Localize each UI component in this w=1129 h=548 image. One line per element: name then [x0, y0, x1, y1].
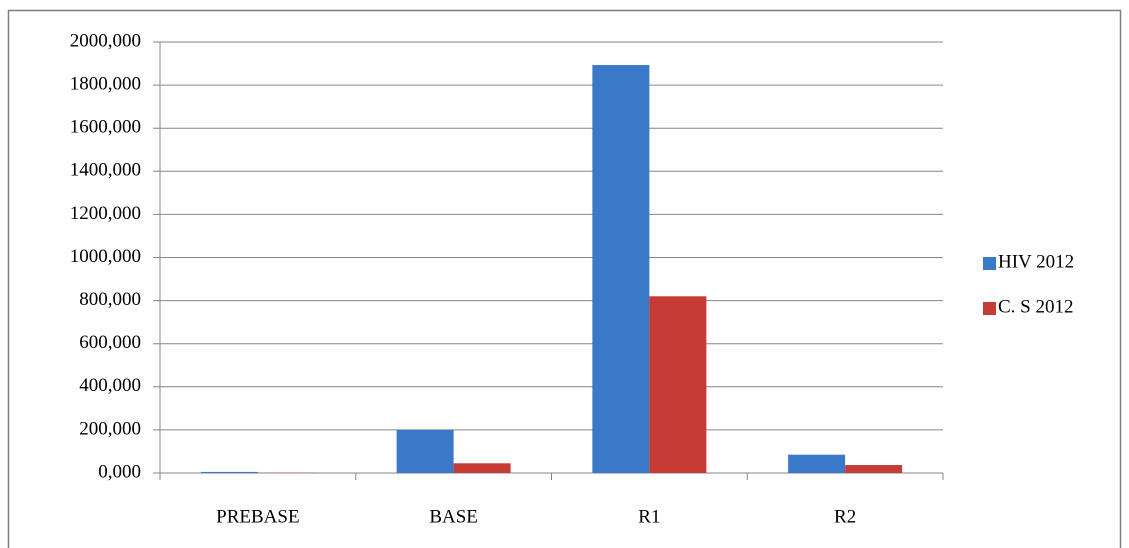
y-tick-label: 0,000: [98, 461, 141, 482]
y-tick-label: 400,000: [79, 375, 141, 396]
y-tick-label: 800,000: [79, 289, 141, 310]
x-tick-label: R1: [638, 506, 660, 527]
bar: [788, 454, 846, 473]
legend-label: HIV 2012: [998, 251, 1074, 272]
x-tick-label: R2: [834, 506, 856, 527]
y-tick-label: 1600,000: [70, 117, 141, 138]
bar: [200, 471, 258, 473]
bar: [453, 463, 511, 473]
legend-swatch: [983, 302, 996, 315]
bar: [396, 429, 454, 473]
x-tick-label: PREBASE: [216, 506, 299, 527]
legend-label: C. S 2012: [998, 296, 1074, 317]
x-tick-label: BASE: [429, 506, 478, 527]
y-tick-label: 1400,000: [70, 160, 141, 181]
y-tick-label: 1200,000: [70, 203, 141, 224]
y-tick-label: 2000,000: [70, 30, 141, 51]
legend-swatch: [983, 257, 996, 270]
bar: [592, 65, 650, 473]
y-tick-label: 200,000: [79, 418, 141, 439]
y-tick-label: 600,000: [79, 332, 141, 353]
bar: [845, 465, 903, 473]
bar: [649, 296, 707, 473]
y-tick-label: 1800,000: [70, 73, 141, 94]
y-tick-label: 1000,000: [70, 246, 141, 267]
chart-frame: [7, 9, 1122, 548]
